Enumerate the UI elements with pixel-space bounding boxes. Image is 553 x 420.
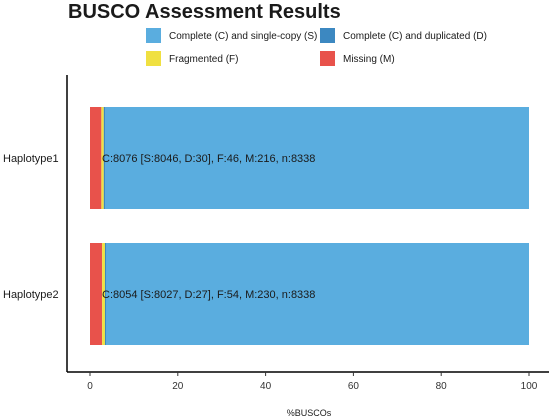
x-tick-label-0: 0 [87, 381, 93, 392]
category-label-haplotype2: Haplotype2 [3, 289, 59, 301]
bar-haplotype1-missing-m [90, 107, 102, 209]
bar-haplotype1-complete-c-and-duplicated-d [103, 107, 106, 209]
legend-label-complete-c-and-duplicated-d: Complete (C) and duplicated (D) [343, 31, 487, 42]
bar-haplotype2-missing-m [90, 243, 103, 345]
bar-haplotype1-fragmented-f [101, 107, 104, 209]
legend-swatch-fragmented-f [146, 51, 161, 66]
bar-haplotype1-complete-c-and-single-copy-s [105, 107, 530, 209]
legend-swatch-complete-c-and-single-copy-s [146, 28, 161, 43]
bar-label-haplotype2: C:8054 [S:8027, D:27], F:54, M:230, n:83… [102, 289, 315, 301]
bar-haplotype2-complete-c-and-single-copy-s [106, 243, 530, 345]
x-axis: 0 20 40 60 80 100 [66, 75, 549, 392]
x-tick-label-100: 100 [521, 381, 538, 392]
x-tick-label-80: 80 [436, 381, 448, 392]
legend-label-fragmented-f: Fragmented (F) [169, 54, 238, 65]
legend: Complete (C) and single-copy (S) Complete… [146, 28, 487, 66]
plot-area: Haplotype1 C:8076 [S:8046, D:30], F:46, M… [3, 107, 530, 345]
legend-label-missing-m: Missing (M) [343, 54, 395, 65]
legend-label-complete-c-and-single-copy-s: Complete (C) and single-copy (S) [169, 31, 317, 42]
chart-title: BUSCO Assessment Results [68, 1, 341, 23]
x-tick-label-40: 40 [260, 381, 272, 392]
bar-label-haplotype1: C:8076 [S:8046, D:30], F:46, M:216, n:83… [102, 153, 315, 165]
x-tick-label-20: 20 [172, 381, 184, 392]
x-tick-label-60: 60 [348, 381, 360, 392]
legend-swatch-complete-c-and-duplicated-d [320, 28, 335, 43]
bar-haplotype2-complete-c-and-duplicated-d [104, 243, 107, 345]
legend-swatch-missing-m [320, 51, 335, 66]
x-axis-title: %BUSCOs [287, 408, 332, 418]
bar-haplotype2-fragmented-f [102, 243, 105, 345]
category-label-haplotype1: Haplotype1 [3, 153, 59, 165]
